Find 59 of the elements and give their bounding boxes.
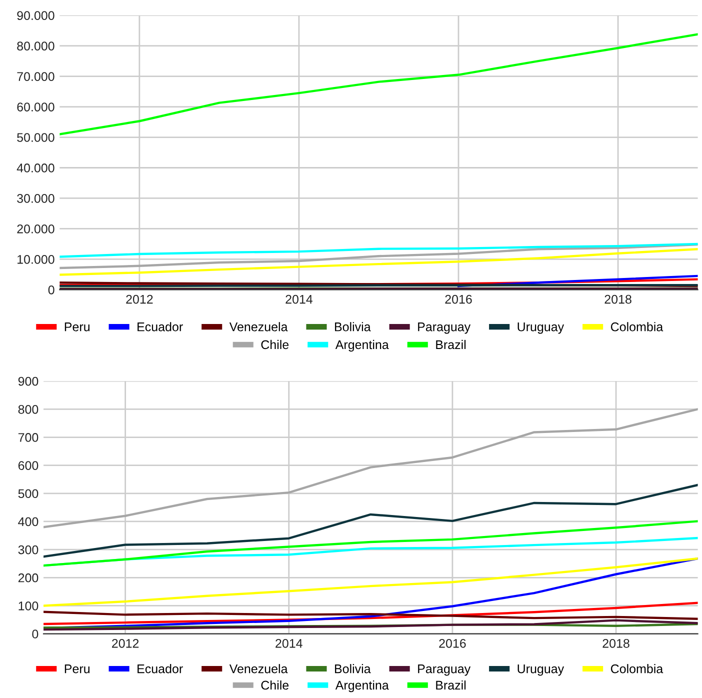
y-tick-label: 500: [18, 489, 38, 498]
legend-label: Bolivia: [335, 322, 371, 332]
line-series: [60, 248, 698, 276]
x-tick-label: 2014: [286, 294, 313, 304]
y-tick-label: 50.000: [17, 133, 54, 142]
line-series: [44, 619, 698, 631]
line-series: [44, 557, 698, 607]
legend-label: Peru: [64, 664, 90, 674]
legend-label: Colombia: [610, 664, 664, 674]
y-tick-label: 80.000: [17, 42, 54, 50]
y-tick-label: 300: [18, 545, 38, 554]
legend-label: Peru: [64, 322, 90, 332]
line-series: [44, 602, 698, 626]
y-tick-label: 60.000: [17, 102, 54, 112]
legend-label: Ecuador: [138, 664, 183, 674]
legend-label: Chile: [261, 680, 289, 690]
legend-label: Uruguay: [518, 322, 564, 334]
x-tick-label: 2016: [439, 638, 466, 648]
line-series: [44, 408, 698, 528]
legend-label: Brazil: [436, 680, 466, 690]
legend-label: Argentina: [335, 340, 389, 352]
y-tick-label: 600: [18, 461, 38, 470]
line-series: [44, 610, 698, 620]
line-series: [60, 243, 698, 270]
legend-label: Venezuela: [229, 664, 288, 674]
legend-label: Bolivia: [335, 664, 371, 674]
line-series: [44, 484, 698, 558]
x-tick-label: 2018: [604, 294, 632, 304]
y-tick-label: 700: [18, 433, 38, 442]
y-tick-label: 20.000: [17, 224, 54, 234]
legend-label: Venezuela: [229, 322, 288, 332]
line-series: [60, 242, 698, 258]
y-tick-label: 100: [18, 602, 38, 610]
x-tick-label: 2014: [276, 638, 302, 648]
line-series: [44, 520, 698, 567]
legend-label: Colombia: [610, 322, 664, 332]
legend-label: Paraguay: [418, 664, 471, 676]
x-tick-label: 2018: [602, 638, 630, 648]
y-tick-label: 0: [32, 630, 38, 638]
y-tick-label: 30.000: [17, 194, 54, 203]
line-series: [60, 33, 698, 136]
legend-label: Argentina: [335, 680, 389, 692]
legend-label: Uruguay: [518, 664, 564, 676]
y-tick-label: 400: [18, 517, 38, 526]
x-tick-label: 2012: [112, 638, 139, 648]
x-tick-label: 2012: [126, 294, 153, 304]
legend-label: Brazil: [436, 340, 466, 350]
y-tick-label: 90.000: [17, 11, 54, 20]
y-tick-label: 200: [18, 573, 38, 582]
y-tick-label: 900: [18, 376, 38, 386]
x-tick-label: 2016: [445, 294, 472, 304]
legend-label: Ecuador: [138, 322, 183, 332]
y-tick-label: 40.000: [16, 164, 54, 172]
legend-label: Chile: [261, 340, 289, 350]
y-tick-label: 800: [18, 404, 38, 414]
y-tick-label: 10.000: [18, 254, 54, 264]
legend-label: Paraguay: [418, 322, 471, 334]
y-tick-label: 0: [48, 285, 54, 294]
y-tick-label: 70.000: [17, 72, 54, 81]
